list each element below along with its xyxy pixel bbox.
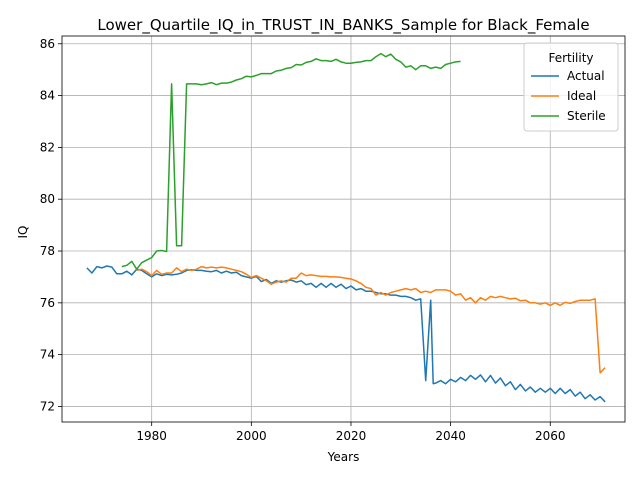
x-tick-label: 1980 bbox=[136, 429, 167, 443]
x-tick-label: 2020 bbox=[336, 429, 367, 443]
plot-frame bbox=[61, 35, 626, 423]
y-tick-label: 76 bbox=[40, 296, 55, 310]
legend-title: Fertility bbox=[548, 51, 593, 65]
y-axis-label: IQ bbox=[16, 226, 30, 239]
series-line-sterile bbox=[121, 52, 461, 270]
y-tick-label: 86 bbox=[40, 37, 55, 51]
x-tick-label: 2040 bbox=[435, 429, 466, 443]
chart-title: Lower_Quartile_IQ_in_TRUST_IN_BANKS_Samp… bbox=[97, 16, 589, 35]
legend-items: Actual Ideal Sterile bbox=[531, 69, 606, 123]
x-tick-label: 2060 bbox=[535, 429, 566, 443]
legend-label-ideal: Ideal bbox=[567, 89, 596, 103]
series-layer bbox=[86, 52, 606, 403]
y-tick-label: 74 bbox=[40, 348, 55, 362]
series-line-ideal bbox=[136, 265, 606, 374]
series-line-actual bbox=[86, 265, 606, 403]
x-tick-label: 2000 bbox=[236, 429, 267, 443]
y-tick-label: 82 bbox=[40, 140, 55, 154]
legend-label-sterile: Sterile bbox=[567, 109, 606, 123]
y-tick-label: 78 bbox=[40, 244, 55, 258]
legend-box bbox=[523, 42, 619, 132]
legend-label-actual: Actual bbox=[567, 69, 605, 83]
x-axis-label: Years bbox=[327, 450, 360, 464]
legend: Fertility Actual Ideal Sterile bbox=[523, 42, 619, 132]
x-axis: 1980 2000 2020 2040 2060 bbox=[136, 422, 566, 443]
y-axis: 72 74 76 78 80 82 84 86 bbox=[40, 37, 62, 413]
y-tick-label: 80 bbox=[40, 192, 55, 206]
y-tick-label: 72 bbox=[40, 399, 55, 413]
y-tick-label: 84 bbox=[40, 89, 55, 103]
